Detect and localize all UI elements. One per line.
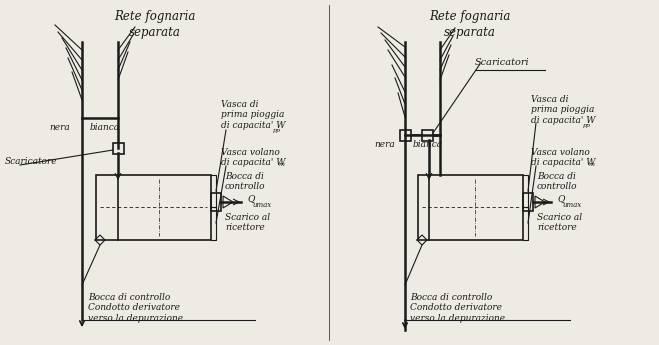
Text: m: m xyxy=(589,162,595,167)
Text: umax: umax xyxy=(563,201,583,209)
Text: Vasca di
prima pioggia
di capacita' W: Vasca di prima pioggia di capacita' W xyxy=(531,95,596,125)
Text: Bocca di
controllo: Bocca di controllo xyxy=(225,171,266,191)
Text: Bocca di controllo
Condotto derivatore
verso la depurazione: Bocca di controllo Condotto derivatore v… xyxy=(410,293,505,323)
Text: Scarico al
ricettore: Scarico al ricettore xyxy=(225,213,270,233)
Bar xyxy=(422,130,433,141)
Text: Scaricatore: Scaricatore xyxy=(5,158,57,167)
Text: Q: Q xyxy=(247,195,254,204)
Text: Rete fognaria
separata: Rete fognaria separata xyxy=(429,10,511,39)
Text: bianca: bianca xyxy=(413,140,443,149)
Text: umax: umax xyxy=(253,201,272,209)
Text: Vasca volano
di capacita' W: Vasca volano di capacita' W xyxy=(531,148,596,167)
Text: pp: pp xyxy=(273,128,281,133)
Text: nera: nera xyxy=(49,123,71,132)
Text: m: m xyxy=(279,162,285,167)
Bar xyxy=(96,175,211,240)
Text: Vasca di
prima pioggia
di capacita' W: Vasca di prima pioggia di capacita' W xyxy=(221,100,285,130)
Text: Bocca di
controllo: Bocca di controllo xyxy=(537,171,577,191)
Bar xyxy=(418,175,523,240)
Text: pp: pp xyxy=(583,123,591,128)
Text: bianca: bianca xyxy=(90,123,120,132)
Bar xyxy=(113,143,124,154)
Bar xyxy=(211,193,221,211)
Text: Scarico al
ricettore: Scarico al ricettore xyxy=(537,213,582,233)
Bar xyxy=(523,193,533,211)
Text: Vasca volano
di capacita' W: Vasca volano di capacita' W xyxy=(221,148,285,167)
Text: Rete fognaria
separata: Rete fognaria separata xyxy=(114,10,196,39)
Text: nera: nera xyxy=(374,140,395,149)
Text: Bocca di controllo
Condotto derivatore
verso la depurazione: Bocca di controllo Condotto derivatore v… xyxy=(88,293,183,323)
Text: Q: Q xyxy=(557,195,564,204)
Bar xyxy=(400,130,411,141)
Text: Scaricatori: Scaricatori xyxy=(475,58,530,67)
